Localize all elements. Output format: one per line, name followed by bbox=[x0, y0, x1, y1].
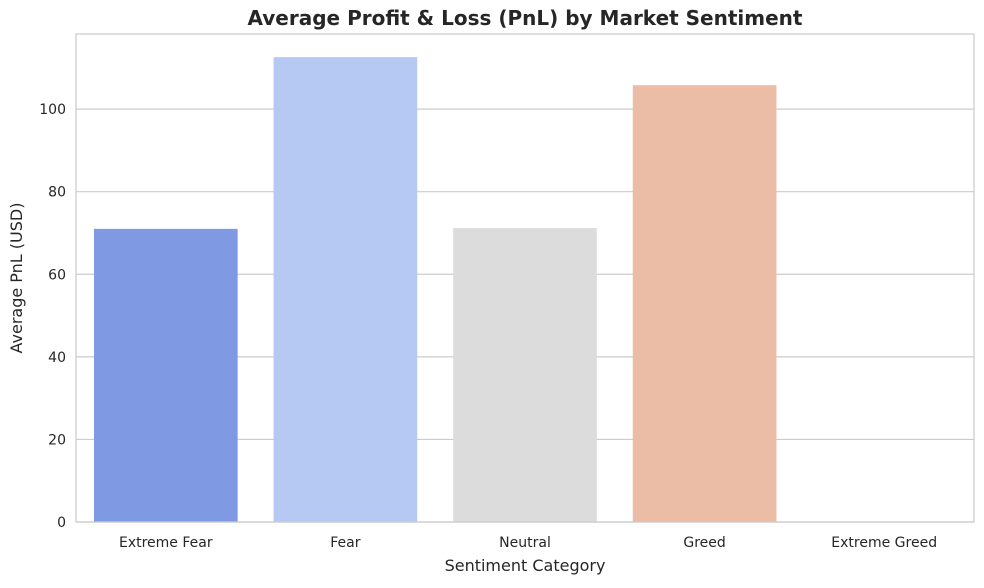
x-tick-label-4: Extreme Greed bbox=[831, 535, 937, 551]
y-tick-labels: 0 20 40 60 80 100 bbox=[39, 102, 66, 531]
bar-extreme-fear bbox=[93, 228, 238, 523]
plot-frame bbox=[75, 33, 975, 523]
y-tick-label-1: 20 bbox=[48, 432, 66, 448]
y-tick-label-3: 60 bbox=[48, 267, 66, 283]
x-tick-label-0: Extreme Fear bbox=[119, 535, 213, 551]
bars bbox=[93, 57, 777, 523]
bar-greed bbox=[632, 85, 777, 523]
bar-neutral bbox=[453, 228, 597, 522]
x-tick-label-3: Greed bbox=[683, 535, 725, 551]
y-tick-label-0: 0 bbox=[57, 515, 66, 531]
x-tick-label-1: Fear bbox=[330, 535, 360, 551]
bar-fear bbox=[273, 57, 418, 522]
y-axis-label: Average PnL (USD) bbox=[7, 203, 26, 354]
x-tick-label-2: Neutral bbox=[499, 535, 551, 551]
y-tick-label-2: 40 bbox=[48, 350, 66, 366]
x-tick-labels: Extreme Fear Fear Neutral Greed Extreme Gree… bbox=[119, 535, 937, 551]
y-tick-label-4: 80 bbox=[48, 185, 66, 201]
y-tick-label-5: 100 bbox=[39, 102, 66, 118]
chart-title: Average Profit & Loss (PnL) by Market Se… bbox=[248, 6, 803, 30]
x-axis-label: Sentiment Category bbox=[445, 556, 606, 575]
